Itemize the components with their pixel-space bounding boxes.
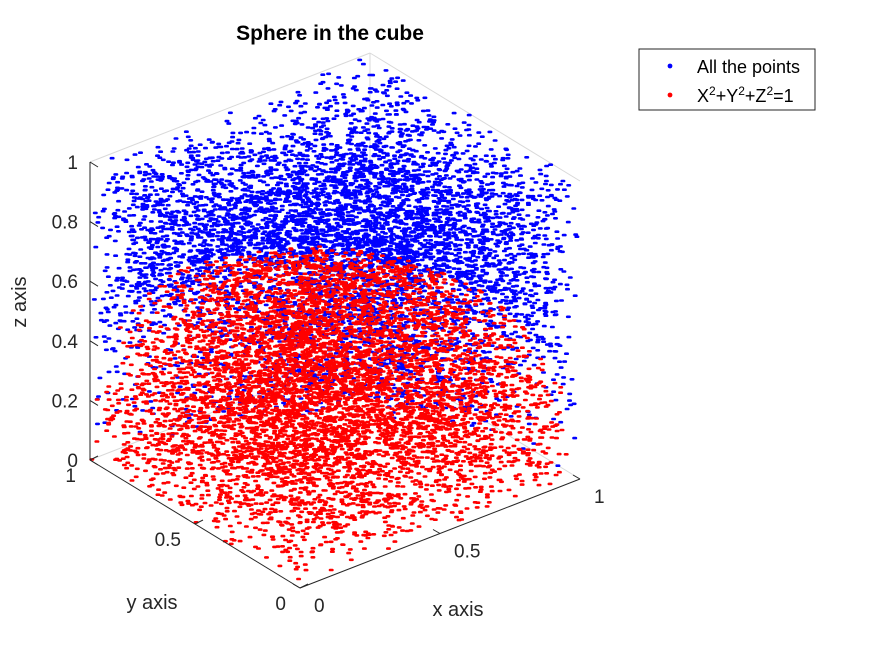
y-tick-mark: [89, 455, 99, 461]
z-tick-label: 0.4: [52, 332, 79, 353]
legend-box: [638, 48, 816, 111]
legend-entry-all-points: All the points: [697, 57, 800, 77]
x-tick-mark: [432, 529, 441, 534]
y-tick-label: 0.5: [155, 530, 181, 551]
z-tick-label: 0: [67, 451, 78, 472]
x-tick-label: 0: [314, 596, 325, 617]
z-tick-mark: [89, 280, 99, 287]
z-tick-mark: [89, 399, 99, 406]
x-tick-label: 1: [594, 487, 605, 508]
y-tick-label: 0: [275, 594, 286, 615]
x-tick-mark: [572, 474, 581, 480]
y-tick-mark: [194, 519, 204, 525]
scatter-points: [89, 58, 580, 581]
legend-entry-sphere: X2+Y2+Z2=1: [697, 84, 794, 106]
y-axis-label: y axis: [126, 592, 177, 614]
z-tick-mark: [89, 340, 99, 347]
legend-marker-all-points: [667, 63, 673, 69]
z-tick-label: 0.2: [52, 391, 78, 412]
z-axis-label: z axis: [9, 276, 31, 327]
z-tick-mark: [89, 221, 99, 228]
x-tick-mark: [292, 583, 301, 589]
x-tick-label: 0.5: [454, 542, 480, 563]
chart-title: Sphere in the cube: [236, 22, 424, 45]
z-tick-label: 0.6: [52, 272, 78, 293]
legend: All the points X2+Y2+Z2=1: [638, 48, 816, 111]
z-tick-label: 1: [67, 153, 78, 174]
z-tick-label: 0.8: [52, 213, 78, 234]
z-tick-mark: [89, 459, 99, 466]
box-edge-back-top-y: [369, 52, 581, 182]
y-tick-label: 1: [65, 466, 76, 487]
z-tick-mark: [89, 161, 99, 168]
legend-marker-sphere: [667, 92, 673, 98]
series-sphere-points: [89, 245, 569, 581]
x-axis-label: x axis: [432, 599, 483, 621]
box-edge-back-top-x: [89, 52, 371, 163]
y-tick-mark: [299, 583, 309, 589]
